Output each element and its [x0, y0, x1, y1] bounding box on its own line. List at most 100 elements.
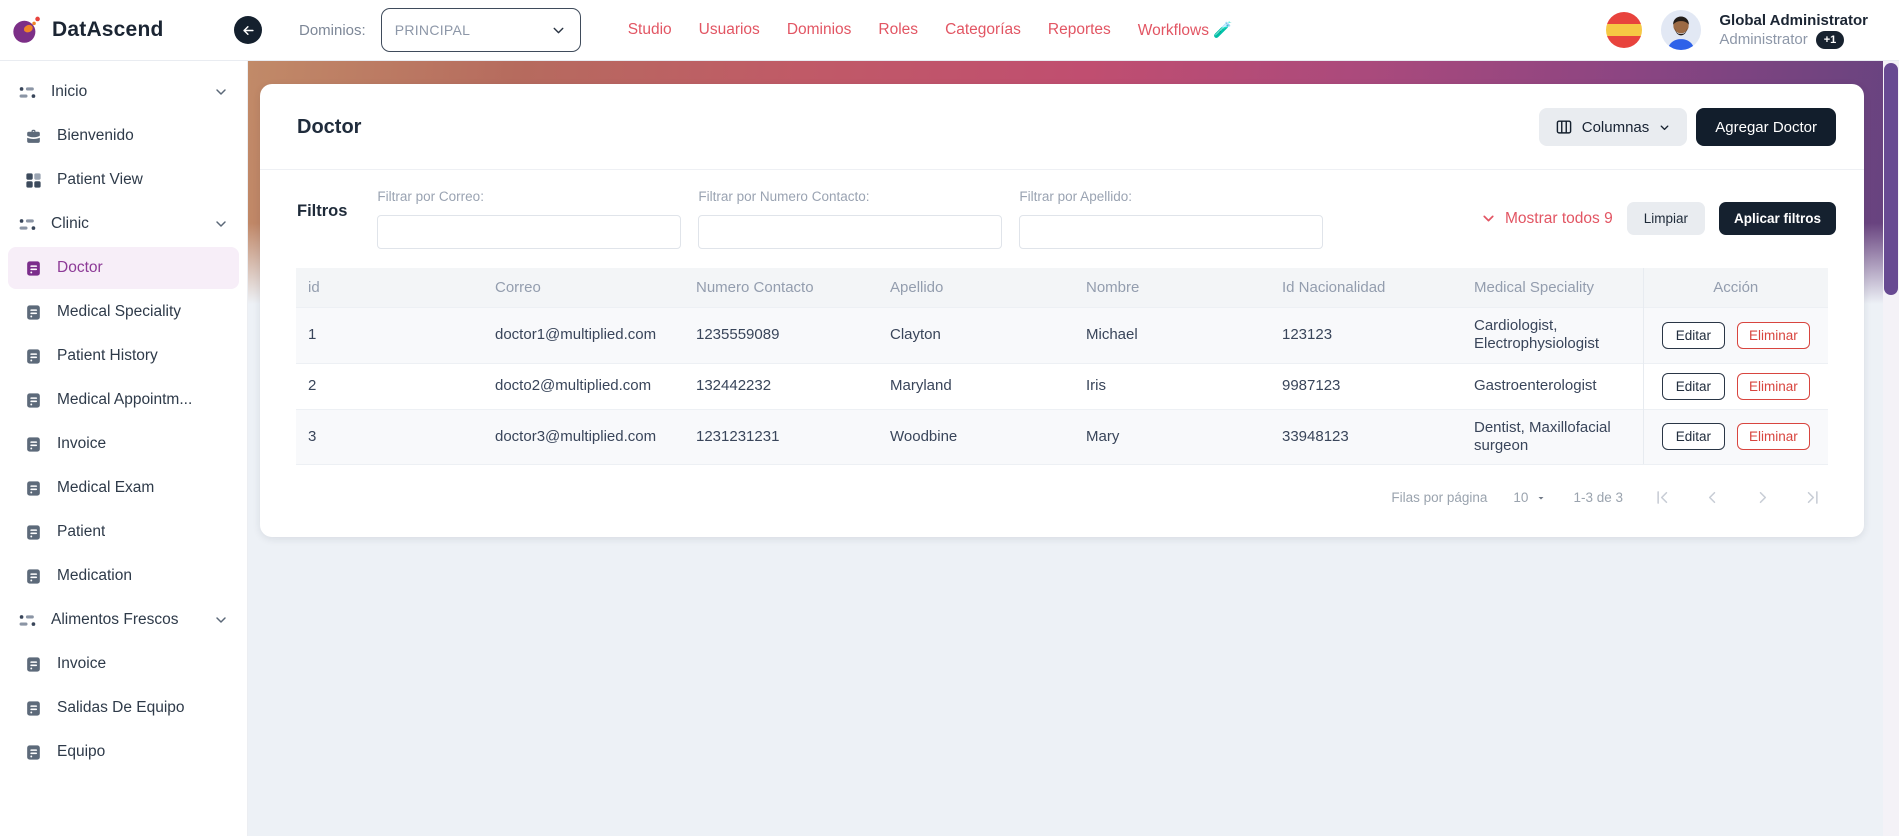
scrollbar-thumb[interactable]: [1884, 63, 1898, 295]
chevron-down-icon: [213, 216, 229, 232]
sidebar-item-salidas-de-equipo[interactable]: Salidas De Equipo: [8, 687, 239, 729]
sidebar-item-label: Medical Speciality: [57, 303, 182, 320]
sidebar-item-doctor[interactable]: Doctor: [8, 247, 239, 289]
columns-button-label: Columnas: [1581, 118, 1650, 136]
filter-field-correo: Filtrar por Correo:: [377, 189, 682, 249]
domains-select-value: PRINCIPAL: [394, 22, 471, 38]
sidebar-item-label: Alimentos Frescos: [51, 611, 179, 628]
sidebar-item-invoice-2[interactable]: Invoice: [8, 643, 239, 685]
sidebar-item-medical-appointment[interactable]: Medical Appointm...: [8, 379, 239, 421]
first-page-icon[interactable]: [1653, 488, 1672, 507]
cell-accion: Editar Eliminar: [1642, 362, 1828, 410]
domains-label: Dominios:: [299, 21, 366, 39]
clear-filters-button[interactable]: Limpiar: [1626, 202, 1705, 235]
column-header-id-nacionalidad: Id Nacionalidad: [1270, 268, 1462, 308]
user-avatar[interactable]: [1660, 9, 1702, 51]
sidebar-item-patient[interactable]: Patient: [8, 511, 239, 553]
briefcase-icon: [24, 127, 43, 146]
sidebar-item-label: Medical Appointm...: [57, 391, 193, 408]
sidebar-item-label: Equipo: [57, 743, 106, 760]
filter-input-correo[interactable]: [377, 215, 682, 249]
nav-link-studio[interactable]: Studio: [627, 21, 672, 38]
doc-icon: [24, 391, 43, 410]
columns-dropdown-button[interactable]: Columnas: [1538, 108, 1688, 146]
filter-field-numero-contacto: Filtrar por Numero Contacto:: [698, 189, 1003, 249]
sidebar-item-label: Patient View: [57, 171, 143, 188]
filter-input-numero-contacto[interactable]: [698, 215, 1003, 249]
doctors-table-wrap: id Correo Numero Contacto Apellido Nombre Id …: [260, 268, 1864, 466]
sidebar-item-clinic[interactable]: Clinic: [8, 203, 239, 245]
pagination: Filas por página 10 1-3 de 3: [260, 465, 1864, 537]
nav-link-workflows[interactable]: Workflows 🧪: [1137, 21, 1233, 39]
nav-link-reportes[interactable]: Reportes: [1047, 21, 1111, 38]
sidebar-item-patient-history[interactable]: Patient History: [8, 335, 239, 377]
column-header-nombre: Nombre: [1074, 268, 1270, 308]
chevron-down-icon: [550, 22, 567, 39]
nav-link-categorias[interactable]: Categorías: [945, 21, 1021, 38]
sidebar-item-invoice[interactable]: Invoice: [8, 423, 239, 465]
cell-correo: docto2@multiplied.com: [483, 362, 684, 410]
sidebar-item-medical-speciality[interactable]: Medical Speciality: [8, 291, 239, 333]
table-row: 3 doctor3@multiplied.com 1231231231 Woodbin…: [296, 408, 1828, 466]
sidebar-item-label: Clinic: [51, 215, 89, 232]
cell-nacionalidad: 33948123: [1270, 408, 1462, 466]
chevron-down-icon: [213, 84, 229, 100]
nav-link-dominios[interactable]: Dominios: [786, 21, 852, 38]
nav-link-usuarios[interactable]: Usuarios: [698, 21, 760, 38]
language-flag-spain-icon[interactable]: [1605, 11, 1643, 49]
nav-link-roles[interactable]: Roles: [878, 21, 919, 38]
sidebar-item-patient-view[interactable]: Patient View: [8, 159, 239, 201]
rows-per-page-select[interactable]: 10: [1513, 490, 1547, 505]
doc-icon: [24, 479, 43, 498]
topbar-main: Dominios: PRINCIPAL Studio Usuarios Domini…: [248, 0, 1899, 60]
delete-button[interactable]: Eliminar: [1737, 423, 1810, 451]
next-page-icon[interactable]: [1753, 488, 1772, 507]
columns-icon: [1555, 118, 1573, 136]
menu-group-icon: [18, 83, 37, 102]
add-doctor-button[interactable]: Agregar Doctor: [1696, 108, 1836, 146]
user-menu[interactable]: Global Administrator Administrator +1: [1719, 11, 1868, 50]
filter-label: Filtrar por Numero Contacto:: [698, 189, 870, 204]
sidebar-item-inicio[interactable]: Inicio: [8, 71, 239, 113]
doc-icon: [24, 259, 43, 278]
doc-icon: [24, 743, 43, 762]
caret-down-icon: [1535, 492, 1547, 504]
table-row: 1 doctor1@multiplied.com 1235559089 Clayton…: [296, 307, 1828, 364]
delete-button[interactable]: Eliminar: [1737, 372, 1810, 400]
edit-button[interactable]: Editar: [1661, 372, 1725, 400]
sidebar-item-equipo[interactable]: Equipo: [8, 731, 239, 773]
sidebar-item-label: Patient History: [57, 347, 158, 364]
collapse-sidebar-button[interactable]: [234, 16, 262, 44]
sidebar-item-medical-exam[interactable]: Medical Exam: [8, 467, 239, 509]
cell-nacionalidad: 123123: [1270, 307, 1462, 364]
doctor-card: Doctor Columnas Agregar Doctor: [260, 84, 1864, 538]
cell-nacionalidad: 9987123: [1270, 362, 1462, 410]
last-page-icon[interactable]: [1803, 488, 1822, 507]
sidebar-item-medication[interactable]: Medication: [8, 555, 239, 597]
delete-button[interactable]: Eliminar: [1737, 321, 1810, 349]
sidebar-item-bienvenido[interactable]: Bienvenido: [8, 115, 239, 157]
main-nav: Studio Usuarios Dominios Roles Categorías Rep…: [628, 21, 1233, 40]
rows-per-page-value: 10: [1513, 490, 1529, 506]
caret-down-icon: [1658, 121, 1671, 134]
edit-button[interactable]: Editar: [1661, 321, 1725, 349]
show-all-link[interactable]: Mostrar todos 9: [1480, 210, 1613, 228]
vertical-scrollbar: [1883, 61, 1899, 836]
previous-page-icon[interactable]: [1703, 488, 1722, 507]
filter-input-apellido[interactable]: [1019, 215, 1324, 249]
column-header-numero-contacto: Numero Contacto: [684, 268, 878, 308]
cell-nombre: Mary: [1074, 408, 1270, 466]
apply-filters-button[interactable]: Aplicar filtros: [1718, 202, 1836, 235]
arrow-left-icon: [241, 23, 256, 38]
doc-icon: [24, 523, 43, 542]
cell-accion: Editar Eliminar: [1642, 307, 1828, 364]
domains-select[interactable]: PRINCIPAL: [380, 8, 581, 52]
edit-button[interactable]: Editar: [1661, 423, 1725, 451]
brand-logo-icon: [12, 15, 42, 45]
cell-apellido: Maryland: [878, 362, 1074, 410]
column-header-acci-n: Acción: [1642, 268, 1828, 308]
menu-group-icon: [18, 611, 37, 630]
sidebar-item-alimentos-frescos[interactable]: Alimentos Frescos: [8, 599, 239, 641]
doc-icon: [24, 303, 43, 322]
cell-especialidad: Cardiologist, Electrophysiologist: [1462, 307, 1643, 364]
